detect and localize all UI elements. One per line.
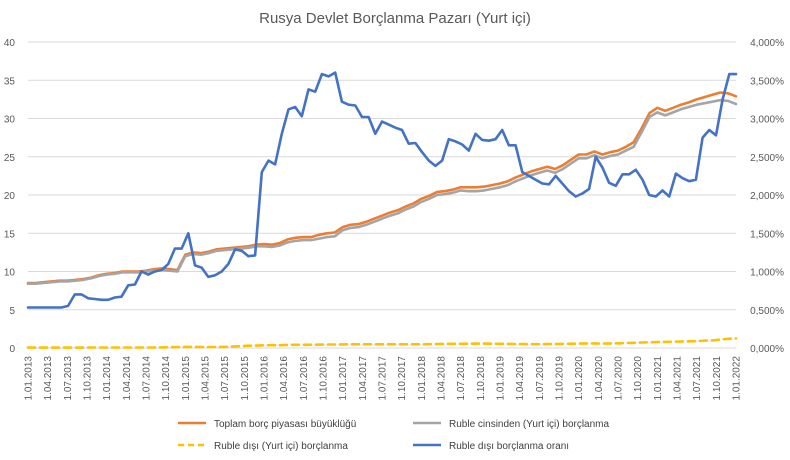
x-tick-label: 1.01.2015 xyxy=(181,356,192,401)
y-right-tick-label: 1,000% xyxy=(750,268,784,279)
x-tick-label: 1.01.2022 xyxy=(732,356,743,401)
chart-title: Rusya Devlet Borçlanma Pazarı (Yurt içi) xyxy=(259,10,531,27)
x-tick-label: 1.07.2020 xyxy=(614,356,625,401)
y-left-tick-label: 35 xyxy=(4,76,16,87)
series-line-2 xyxy=(26,98,738,286)
legend-label: Ruble cinsinden (Yurt içi) borçlanma xyxy=(449,419,610,430)
x-tick-label: 1.01.2018 xyxy=(417,356,428,401)
y-right-tick-label: 3,000% xyxy=(750,115,784,126)
y-left-tick-label: 25 xyxy=(4,153,16,164)
y-right-tick-label: 0,500% xyxy=(750,306,784,317)
legend-label: Ruble dışı (Yurt içi) borçlanma xyxy=(214,441,348,452)
x-tick-label: 1.04.2018 xyxy=(437,356,448,401)
x-tick-label: 1.07.2015 xyxy=(220,356,231,401)
legend-label: Toplam borç piyasası büyüklüğü xyxy=(214,419,356,430)
x-tick-label: 1.10.2016 xyxy=(319,356,330,401)
x-tick-label: 1.04.2020 xyxy=(594,356,605,401)
series-line-4 xyxy=(26,71,738,309)
y-right-tick-label: 1,500% xyxy=(750,229,784,240)
y-right-tick-label: 0,000% xyxy=(750,344,784,355)
x-tick-label: 1.10.2015 xyxy=(240,356,251,401)
x-tick-label: 1.07.2017 xyxy=(378,356,389,401)
x-tick-label: 1.10.2018 xyxy=(476,356,487,401)
series-line-3 xyxy=(26,337,738,349)
y-left-tick-label: 15 xyxy=(4,229,16,240)
gridlines xyxy=(28,41,736,349)
x-tick-label: 1.04.2016 xyxy=(279,356,290,401)
y-left-tick-label: 40 xyxy=(4,38,16,49)
x-tick-label: 1.04.2019 xyxy=(515,356,526,401)
x-tick-label: 1.07.2021 xyxy=(692,356,703,401)
x-tick-label: 1.01.2017 xyxy=(338,356,349,401)
x-tick-label: 1.10.2021 xyxy=(712,356,723,401)
y-left-tick-label: 5 xyxy=(9,306,15,317)
x-tick-label: 1.01.2016 xyxy=(260,356,271,401)
right-y-axis: 0,000% 0,500% 1,000% 1,500% 2,000% 2,500% 3,00… xyxy=(750,38,784,355)
y-right-tick-label: 4,000% xyxy=(750,38,784,49)
x-tick-label: 1.01.2020 xyxy=(574,356,585,401)
x-tick-label: 1.10.2019 xyxy=(555,356,566,401)
legend-label: Ruble dışı borçlanma oranı xyxy=(449,441,569,452)
legend: Toplam borç piyasası büyüklüğü Ruble cins… xyxy=(178,419,610,452)
y-left-tick-label: 20 xyxy=(4,191,16,202)
series-group xyxy=(26,71,738,349)
x-tick-label: 1.01.2013 xyxy=(24,356,35,401)
x-axis: 1.01.2013 1.04.2013 1.07.2013 1.10.2013 1.01… xyxy=(24,356,743,401)
x-tick-label: 1.04.2014 xyxy=(122,356,133,401)
x-tick-label: 1.07.2014 xyxy=(142,356,153,401)
x-tick-label: 1.07.2013 xyxy=(63,356,74,401)
x-tick-label: 1.01.2021 xyxy=(653,356,664,401)
y-left-tick-label: 0 xyxy=(9,344,15,355)
x-tick-label: 1.01.2019 xyxy=(496,356,507,401)
x-tick-label: 1.10.2014 xyxy=(161,356,172,401)
x-tick-label: 1.07.2019 xyxy=(535,356,546,401)
x-tick-label: 1.07.2016 xyxy=(299,356,310,401)
left-y-axis: 0 5 10 15 20 25 30 35 40 xyxy=(4,38,16,355)
x-tick-label: 1.04.2017 xyxy=(358,356,369,401)
x-tick-label: 1.04.2021 xyxy=(673,356,684,401)
y-right-tick-label: 2,500% xyxy=(750,153,784,164)
y-left-tick-label: 10 xyxy=(4,268,16,279)
y-right-tick-label: 2,000% xyxy=(750,191,784,202)
x-tick-label: 1.10.2020 xyxy=(633,356,644,401)
x-tick-label: 1.07.2018 xyxy=(456,356,467,401)
x-tick-label: 1.01.2014 xyxy=(102,356,113,401)
x-tick-label: 1.04.2013 xyxy=(43,356,54,401)
y-left-tick-label: 30 xyxy=(4,115,16,126)
x-tick-label: 1.04.2015 xyxy=(201,356,212,401)
x-tick-label: 1.10.2013 xyxy=(83,356,94,401)
y-right-tick-label: 3,500% xyxy=(750,76,784,87)
x-tick-label: 1.10.2017 xyxy=(397,356,408,401)
